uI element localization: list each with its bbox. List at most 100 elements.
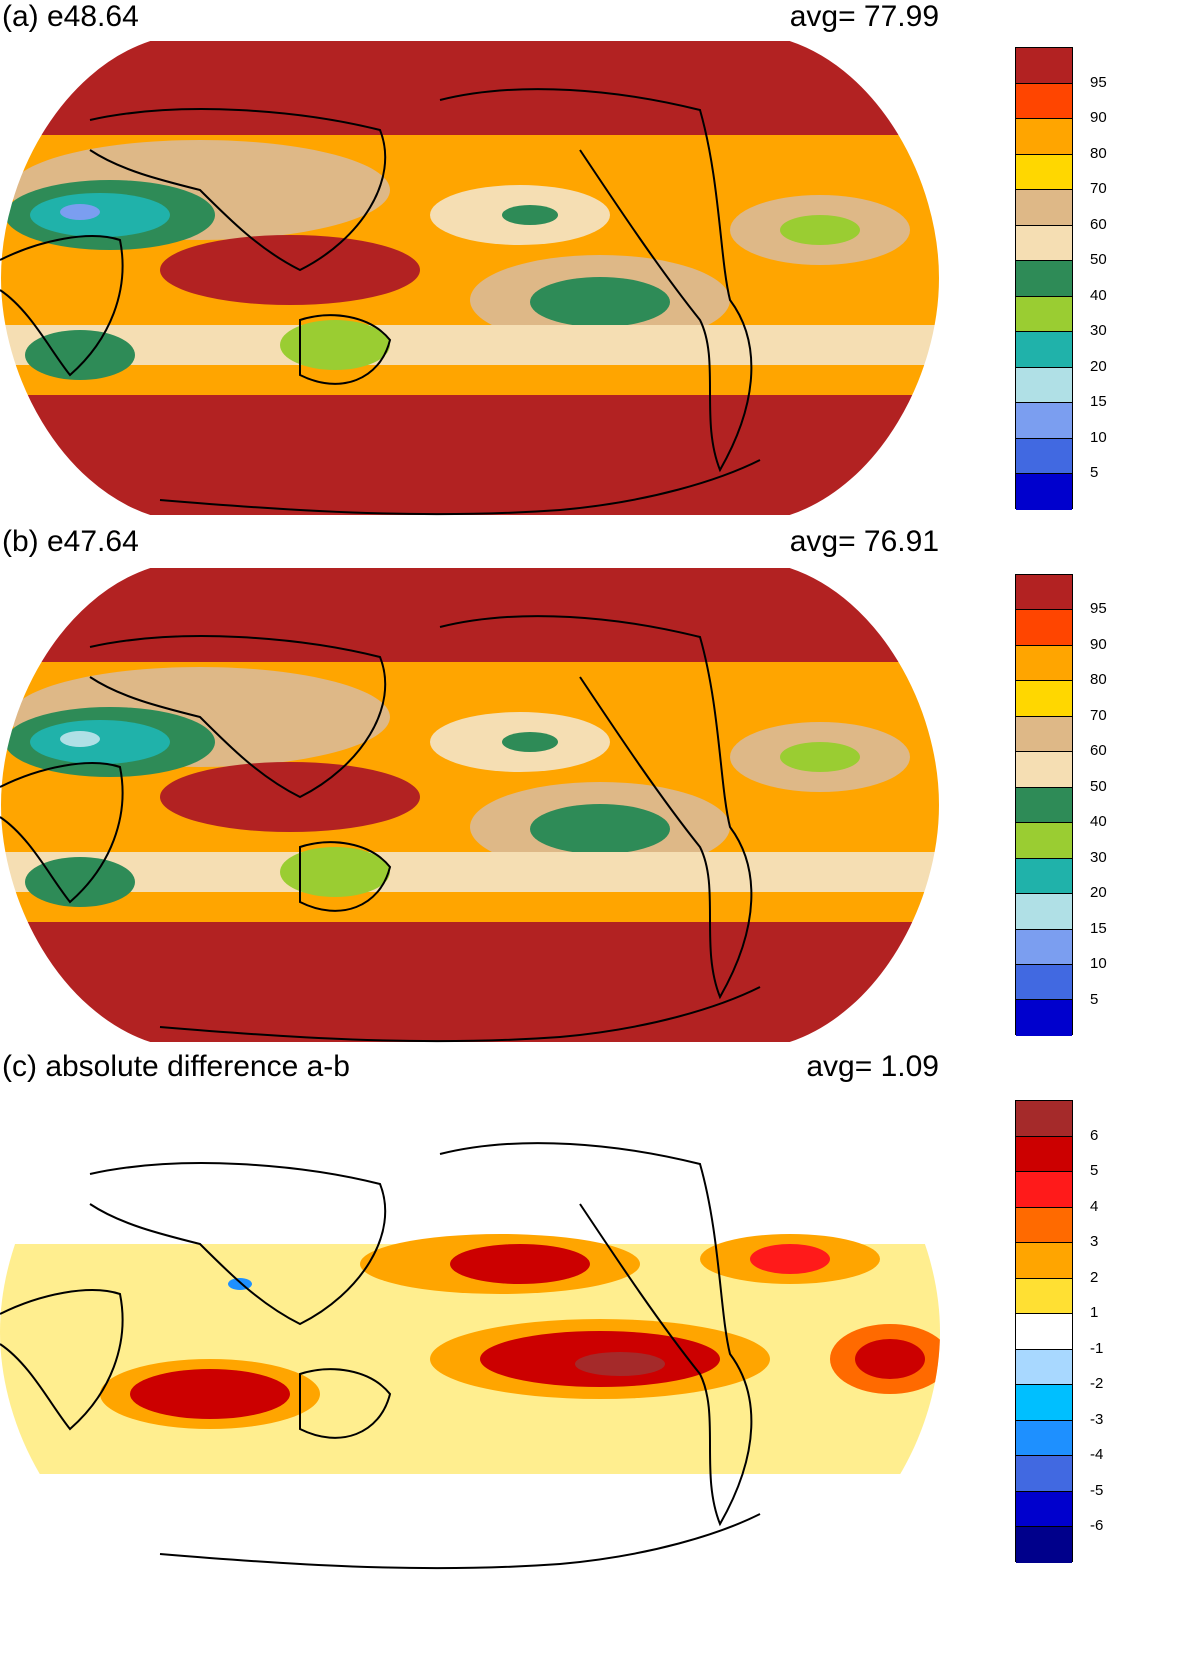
panel-a-colorbar xyxy=(1015,47,1073,510)
panel-a-frame xyxy=(0,40,940,516)
panel-b-coastlines xyxy=(0,615,761,1043)
panel-b-colorbar-tick-label: 30 xyxy=(1090,848,1107,866)
panel-c-colorbar-tick-label: -2 xyxy=(1090,1375,1104,1393)
panel-a-colorbar-swatch xyxy=(1016,190,1072,226)
panel-b-south-africa xyxy=(25,857,135,907)
panel-b-map xyxy=(0,567,940,1043)
panel-b-frame xyxy=(0,567,940,1043)
panel-b-colorbar-tick-label: 10 xyxy=(1090,955,1107,973)
panel-a-colorbar-tick-label: 90 xyxy=(1090,109,1107,127)
panel-a-australia xyxy=(280,320,390,370)
panel-b-title: (b) e47.64 xyxy=(2,525,139,558)
panel-c-negative-patch xyxy=(228,1278,252,1290)
panel-b-colorbar-swatch xyxy=(1016,716,1072,753)
panel-a-colorbar-swatch xyxy=(1016,48,1072,84)
panel-b-colorbar-tick-label: 90 xyxy=(1090,635,1107,653)
panel-a-colorbar-swatch xyxy=(1016,332,1072,368)
panel-a-colorbar-swatch xyxy=(1016,438,1072,475)
panel-c-colorbar-swatch xyxy=(1016,1349,1072,1386)
panel-a-sahara-min xyxy=(60,204,100,220)
panel-b-colorbar xyxy=(1015,574,1073,1036)
panel-b-warm-pool xyxy=(160,762,420,832)
panel-b-colorbar-swatch xyxy=(1016,610,1072,646)
panel-c-colorbar-swatch xyxy=(1016,1101,1072,1137)
panel-c-colorbar-swatch xyxy=(1016,1456,1072,1492)
panel-b-colorbar-swatch xyxy=(1016,681,1072,717)
panel-a-colorbar-tick-label: 10 xyxy=(1090,428,1107,446)
panel-b-sahara-min xyxy=(60,731,100,747)
panel-b-south-ocean xyxy=(0,922,940,1043)
panel-a-south-africa xyxy=(25,330,135,380)
panel-a-colorbar-swatch xyxy=(1016,154,1072,191)
panel-a-colorbar-tick-label: 50 xyxy=(1090,251,1107,269)
panel-a-colorbar-swatch xyxy=(1016,403,1072,439)
panel-a-average: avg= 77.99 xyxy=(789,0,939,33)
panel-a-colorbar-tick-label: 40 xyxy=(1090,286,1107,304)
panel-a-colorbar-swatch xyxy=(1016,261,1072,297)
panel-c-colorbar-tick-label: -1 xyxy=(1090,1339,1104,1357)
panel-c-colorbar-tick-label: 1 xyxy=(1090,1304,1099,1322)
panel-c-average: avg= 1.09 xyxy=(806,1050,939,1083)
panel-b-colorbar-swatch xyxy=(1016,1000,1072,1036)
panel-c-colorbar-tick-label: -3 xyxy=(1090,1410,1104,1428)
panel-a-map xyxy=(0,40,940,516)
panel-a-southern-belt xyxy=(0,325,940,365)
panel-a-south-ocean xyxy=(0,395,940,516)
panel-a-colorbar-swatch xyxy=(1016,83,1072,120)
panel-b-colorbar-swatch xyxy=(1016,858,1072,895)
panel-b-colorbar-tick-label: 80 xyxy=(1090,671,1107,689)
panel-b-colorbar-tick-label: 60 xyxy=(1090,742,1107,760)
panel-b-colorbar-tick-label: 15 xyxy=(1090,919,1107,937)
panel-c-colorbar-tick-label: 6 xyxy=(1090,1126,1099,1144)
panel-b-australia xyxy=(280,847,390,897)
panel-c-sindian-core xyxy=(130,1369,290,1419)
panel-c-title: (c) absolute difference a-b xyxy=(2,1050,350,1083)
panel-c-colorbar-tick-label: 3 xyxy=(1090,1233,1099,1251)
panel-a-natlantic-core xyxy=(780,215,860,245)
panel-b-colorbar-tick-label: 70 xyxy=(1090,706,1107,724)
panel-a-colorbar-tick-label: 30 xyxy=(1090,322,1107,340)
panel-b-colorbar-tick-label: 40 xyxy=(1090,813,1107,831)
panel-c-colorbar-swatch xyxy=(1016,1527,1072,1563)
panel-c-colorbar-tick-label: 5 xyxy=(1090,1162,1099,1180)
panel-c-colorbar-swatch xyxy=(1016,1278,1072,1315)
panel-b-npacific-core xyxy=(502,732,558,752)
panel-b-spacific-core xyxy=(530,804,670,854)
panel-c-colorbar-swatch xyxy=(1016,1136,1072,1173)
panel-a-colorbar-tick-label: 80 xyxy=(1090,144,1107,162)
panel-c-colorbar-swatch xyxy=(1016,1207,1072,1244)
panel-a-colorbar-tick-label: 60 xyxy=(1090,215,1107,233)
panel-a-colorbar-tick-label: 5 xyxy=(1090,464,1099,482)
panel-c-colorbar-swatch xyxy=(1016,1243,1072,1279)
panel-a-sahara-core xyxy=(30,193,170,237)
panel-b-colorbar-tick-label: 50 xyxy=(1090,777,1107,795)
panel-c-satlantic-core xyxy=(855,1339,925,1379)
panel-a-colorbar-tick-label: 70 xyxy=(1090,180,1107,198)
panel-b-colorbar-swatch xyxy=(1016,964,1072,1001)
panel-b-colorbar-swatch xyxy=(1016,645,1072,682)
panel-a-north-band xyxy=(0,40,940,135)
panel-a-coastlines xyxy=(0,88,761,516)
panel-b-colorbar-swatch xyxy=(1016,929,1072,965)
panel-b-average: avg= 76.91 xyxy=(789,525,939,558)
panel-b-colorbar-swatch xyxy=(1016,787,1072,824)
panel-a-colorbar-swatch xyxy=(1016,367,1072,404)
panel-b-colorbar-tick-label: 20 xyxy=(1090,884,1107,902)
panel-c-map xyxy=(0,1094,940,1570)
panel-c-colorbar-swatch xyxy=(1016,1420,1072,1457)
panel-b-colorbar-swatch xyxy=(1016,752,1072,788)
panel-b-north-band xyxy=(0,567,940,662)
panel-c-colorbar-tick-label: -4 xyxy=(1090,1446,1104,1464)
panel-a-colorbar-swatch xyxy=(1016,225,1072,262)
panel-b-colorbar-swatch xyxy=(1016,575,1072,611)
panel-b-sahara-core xyxy=(30,720,170,764)
panel-b-colorbar-tick-label: 95 xyxy=(1090,600,1107,618)
panel-c-colorbar-swatch xyxy=(1016,1314,1072,1350)
panel-a-colorbar-tick-label: 95 xyxy=(1090,73,1107,91)
panel-a-title: (a) e48.64 xyxy=(2,0,139,33)
panel-c-spacific-max xyxy=(575,1352,665,1376)
panel-a-colorbar-swatch xyxy=(1016,474,1072,510)
panel-b-natlantic-core xyxy=(780,742,860,772)
panel-a-npacific-core xyxy=(502,205,558,225)
panel-a-colorbar-tick-label: 20 xyxy=(1090,357,1107,375)
